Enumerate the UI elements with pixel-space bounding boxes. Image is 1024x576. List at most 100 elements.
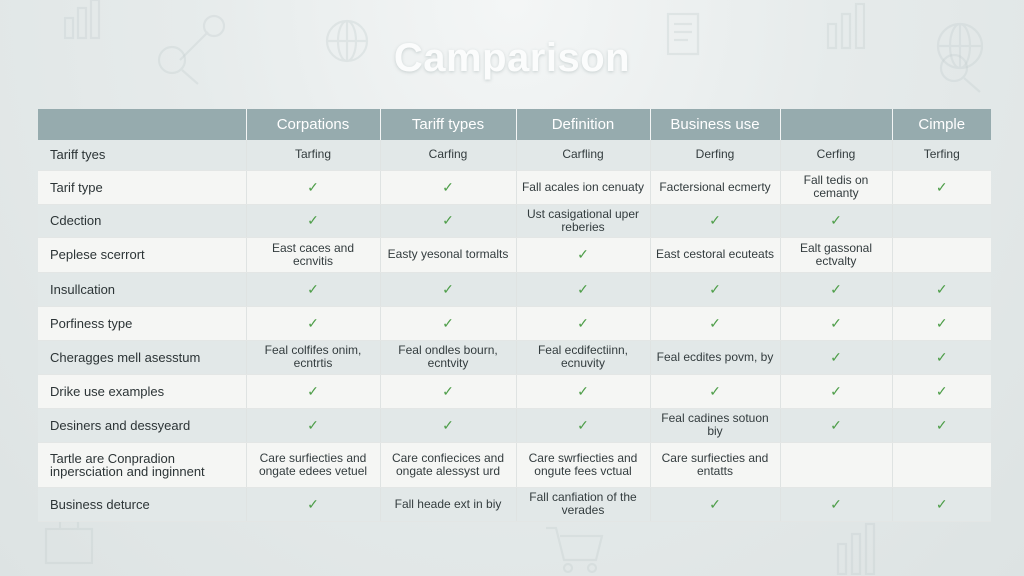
check-icon: ✓: [380, 408, 517, 443]
check-icon: ✓: [516, 374, 651, 409]
check-icon: ✓: [780, 204, 893, 238]
check-icon: ✓: [892, 170, 991, 205]
table-cell: Easty yesonal tormalts: [380, 237, 517, 273]
table-row: Tariff tyes Tarfing Carfing Carfling Derfing…: [38, 140, 991, 171]
row-label: Porfiness type: [38, 306, 247, 341]
table-cell: Feal cadines sotuon biy: [650, 408, 781, 443]
table-row: Insullcation ✓ ✓ ✓ ✓ ✓ ✓: [38, 272, 991, 307]
row-label: Drike use examples: [38, 374, 247, 409]
table-cell: Fall acales ion cenuaty: [516, 170, 651, 205]
table-cell: Cerfing: [780, 140, 893, 171]
bar-chart-icon: [836, 522, 876, 575]
document-icon: [666, 12, 700, 56]
row-label: Cheragges mell asesstum: [38, 340, 247, 375]
check-icon: ✓: [380, 204, 517, 238]
check-icon: ✓: [650, 306, 781, 341]
check-icon: ✓: [246, 306, 381, 341]
table-cell: Carfling: [516, 140, 651, 171]
table-cell: [892, 237, 991, 273]
comparison-table: Corpations Tariff types Definition Busin…: [38, 109, 991, 522]
check-icon: ✓: [650, 272, 781, 307]
table-cell: Factersional ecmerty: [650, 170, 781, 205]
check-icon: ✓: [380, 272, 517, 307]
check-icon: ✓: [516, 306, 651, 341]
check-icon: ✓: [780, 272, 893, 307]
table-row: Drike use examples ✓ ✓ ✓ ✓ ✓ ✓: [38, 374, 991, 409]
check-icon: ✓: [780, 487, 893, 522]
column-header: Tariff types: [380, 109, 517, 140]
table-cell: Care confiecices and ongate alessyst urd: [380, 442, 517, 488]
row-label: Tariff tyes: [38, 140, 247, 171]
cart-icon: [546, 526, 604, 574]
table-cell: Ust casigational uper reberies: [516, 204, 651, 238]
table-row: Porfiness type ✓ ✓ ✓ ✓ ✓ ✓: [38, 306, 991, 341]
table-cell: Carfing: [380, 140, 517, 171]
column-header: [780, 109, 893, 140]
table-cell: East caces and ecnvitis: [246, 237, 381, 273]
check-icon: ✓: [246, 487, 381, 522]
table-cell: Feal ecdites povm, by: [650, 340, 781, 375]
row-label: Tarif type: [38, 170, 247, 205]
column-header: Business use: [650, 109, 781, 140]
check-icon: ✓: [380, 306, 517, 341]
table-cell: Fall canfiation of the verades: [516, 487, 651, 522]
check-icon: ✓: [516, 408, 651, 443]
check-icon: ✓: [516, 237, 651, 273]
table-row: Tarif type ✓ ✓ Fall acales ion cenuaty Facte…: [38, 170, 991, 205]
row-label: Business deturce: [38, 487, 247, 522]
bar-chart-icon: [63, 0, 101, 40]
row-label: Peplese scerrort: [38, 237, 247, 273]
search-icon: [157, 45, 199, 85]
table-cell: Tarfing: [246, 140, 381, 171]
check-icon: ✓: [892, 306, 991, 341]
bar-chart-icon: [826, 2, 866, 50]
table-row: Cdection ✓ ✓ Ust casigational uper reberies…: [38, 204, 991, 238]
table-cell: [892, 442, 991, 488]
briefcase-icon: [44, 519, 94, 565]
row-label: Insullcation: [38, 272, 247, 307]
table-cell: [780, 442, 893, 488]
table-cell: Fall tedis on cemanty: [780, 170, 893, 205]
row-label: Desiners and dessyeard: [38, 408, 247, 443]
check-icon: ✓: [246, 272, 381, 307]
check-icon: ✓: [246, 170, 381, 205]
column-header: Cimple: [892, 109, 991, 140]
table-cell: Fall heade ext in biy: [380, 487, 517, 522]
column-header: Corpations: [246, 109, 381, 140]
check-icon: ✓: [892, 374, 991, 409]
check-icon: ✓: [892, 408, 991, 443]
row-label: Tartle are Conpradion inpersciation and …: [38, 442, 247, 488]
check-icon: ✓: [650, 204, 781, 238]
column-header: Definition: [516, 109, 651, 140]
table-cell: Care surfiecties and ongate edees vetuel: [246, 442, 381, 488]
table-row: Peplese scerrort East caces and ecnvitis E…: [38, 237, 991, 273]
check-icon: ✓: [380, 374, 517, 409]
check-icon: ✓: [780, 306, 893, 341]
check-icon: ✓: [650, 374, 781, 409]
table-cell: Feal ecdifectiinn, ecnuvity: [516, 340, 651, 375]
check-icon: ✓: [246, 374, 381, 409]
page-title: Camparison: [393, 36, 631, 80]
table-cell: Derfing: [650, 140, 781, 171]
column-header: [38, 109, 247, 140]
check-icon: ✓: [380, 170, 517, 205]
check-icon: ✓: [780, 340, 893, 375]
table-cell: Feal colfifes onim, ecntrtis: [246, 340, 381, 375]
table-cell: East cestoral ecuteats: [650, 237, 781, 273]
wrench-icon: [179, 14, 226, 61]
table-cell: Ealt gassonal ectvalty: [780, 237, 893, 273]
check-icon: ✓: [780, 408, 893, 443]
table-cell: Care surfiecties and entatts: [650, 442, 781, 488]
search-icon: [939, 53, 981, 93]
check-icon: ✓: [892, 487, 991, 522]
check-icon: ✓: [892, 340, 991, 375]
check-icon: ✓: [246, 408, 381, 443]
table-row: Tartle are Conpradion inpersciation and …: [38, 442, 991, 488]
header-row: Corpations Tariff types Definition Busin…: [38, 109, 991, 140]
table-cell: Feal ondles bourn, ecntvity: [380, 340, 517, 375]
globe-icon: [325, 19, 369, 63]
check-icon: ✓: [650, 487, 781, 522]
table-row: Business deturce ✓ Fall heade ext in biy Fa…: [38, 487, 991, 522]
table-row: Desiners and dessyeard ✓ ✓ ✓ Feal cadines so…: [38, 408, 991, 443]
